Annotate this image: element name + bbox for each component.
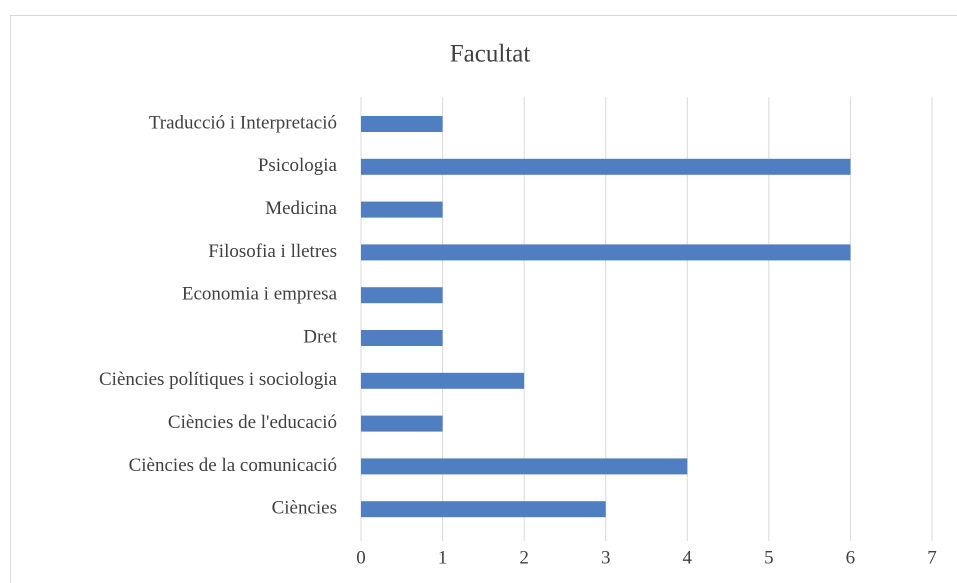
chart-border [10,15,957,583]
x-tick-label: 4 [683,547,693,568]
x-tick-label: 0 [356,547,366,568]
bar [361,458,688,475]
y-tick-label: Ciències [272,498,337,519]
y-tick-label: Traducció i Interpretació [149,112,337,133]
bar [361,116,443,132]
bar [361,287,443,304]
y-tick-label: Psicologia [258,155,338,176]
bar [361,201,443,218]
chart-title: Facultat [450,41,531,68]
bar [361,158,851,175]
bar [361,372,525,389]
y-tick-label: Dret [303,326,337,347]
y-tick-label: Economia i empresa [182,284,338,305]
y-tick-label: Medicina [265,198,337,219]
x-tick-label: 7 [927,547,937,568]
x-tick-label: 2 [519,547,529,568]
x-tick-label: 6 [846,547,856,568]
x-tick-label: 3 [601,547,611,568]
y-tick-label: Filosofia i lletres [208,241,337,262]
bar [361,244,851,261]
x-tick-label: 1 [438,547,448,568]
bar [361,330,443,346]
x-tick-label: 5 [764,547,774,568]
y-tick-label: Ciències de l'educació [168,412,337,433]
y-tick-label: Ciències de la comunicació [129,455,337,476]
y-tick-label: Ciències polítiques i sociologia [99,369,338,390]
bar [361,415,443,432]
bar [361,501,606,518]
